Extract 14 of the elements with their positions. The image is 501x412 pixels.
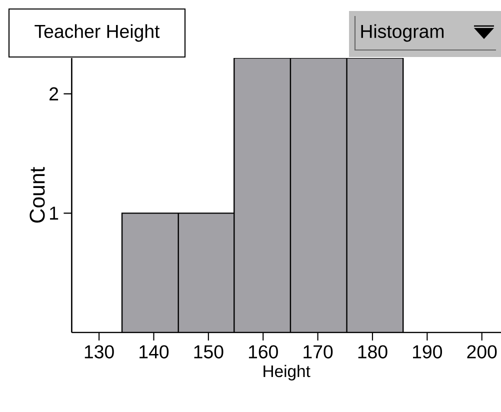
x-tick-label: 130 (84, 345, 114, 358)
x-tick-label: 200 (467, 345, 497, 358)
text: Histogram (361, 24, 444, 42)
x-tick-label: 170 (304, 345, 333, 358)
x-axis-title: Height (264, 364, 310, 380)
x-tick-label: 140 (140, 345, 169, 358)
y-tick-label: 2 (50, 87, 58, 100)
chart-title: Teacher Height (34, 24, 160, 42)
x-tick-label: 160 (248, 345, 278, 358)
x-tick-label: 180 (358, 345, 388, 358)
y-axis-title: Count (30, 166, 45, 223)
x-tick-label: 190 (413, 345, 442, 358)
y-tick-label: 1 (50, 206, 58, 220)
x-tick-label: 150 (194, 345, 224, 358)
